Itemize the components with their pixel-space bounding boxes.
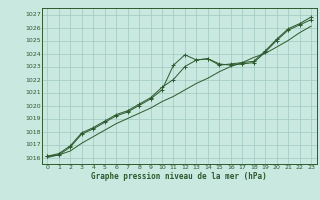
X-axis label: Graphe pression niveau de la mer (hPa): Graphe pression niveau de la mer (hPa) <box>91 172 267 181</box>
